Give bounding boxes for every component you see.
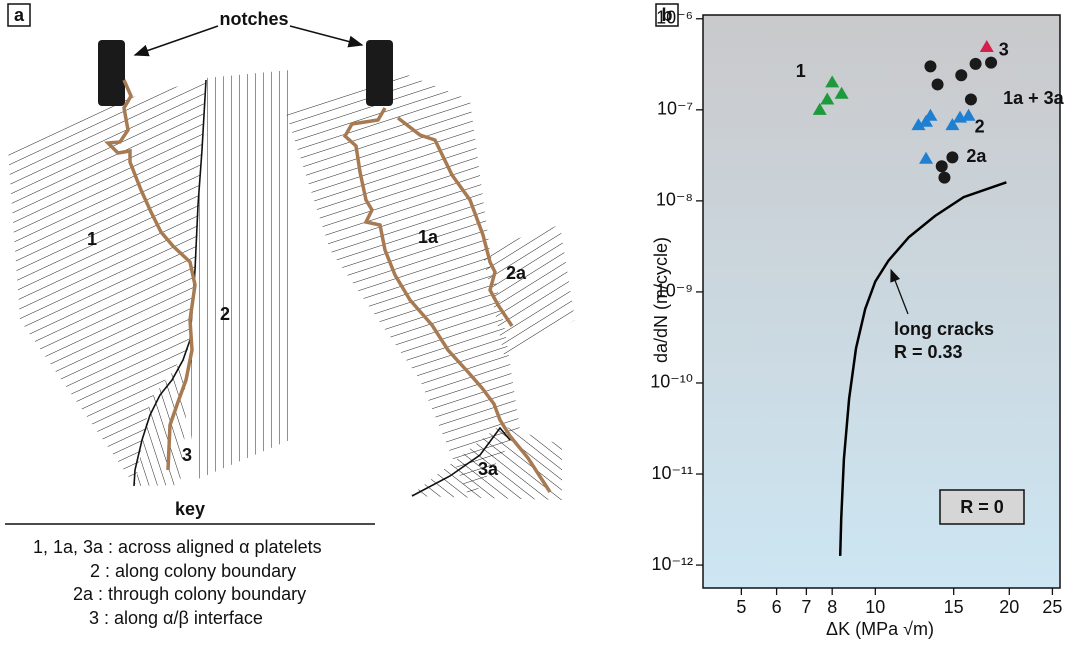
x-tick-label: 25 bbox=[1042, 597, 1062, 617]
x-tick-label: 6 bbox=[772, 597, 782, 617]
panel-a: a notches 1 2 3 1a 2a 3a key 1, 1a, 3a :… bbox=[5, 4, 575, 628]
circle-point bbox=[985, 57, 997, 69]
circle-point bbox=[924, 60, 936, 72]
notch bbox=[98, 40, 125, 106]
annotation: R = 0 bbox=[960, 497, 1004, 517]
key-row: 3 : along α/β interface bbox=[89, 608, 263, 628]
circle-point bbox=[932, 78, 944, 90]
y-tick-label: 10⁻⁷ bbox=[657, 99, 693, 119]
region-label: 2 bbox=[220, 304, 230, 324]
x-tick-label: 5 bbox=[736, 597, 746, 617]
circle-point bbox=[938, 172, 950, 184]
region-label: 2a bbox=[506, 263, 527, 283]
figure: a notches 1 2 3 1a 2a 3a key 1, 1a, 3a :… bbox=[0, 0, 1076, 642]
arrow bbox=[135, 26, 218, 55]
y-tick-label: 10⁻¹¹ bbox=[651, 463, 693, 483]
region-label: 3a bbox=[478, 459, 499, 479]
series-label: 1a + 3a bbox=[1003, 88, 1065, 108]
key-row: 2 : along colony boundary bbox=[90, 561, 296, 581]
x-tick-label: 7 bbox=[801, 597, 811, 617]
series-label: 2 bbox=[975, 117, 985, 137]
y-tick-label: 10⁻¹² bbox=[651, 554, 693, 574]
series-label: 1 bbox=[796, 61, 806, 81]
circle-point bbox=[970, 58, 982, 70]
circle-point bbox=[955, 69, 967, 81]
annotation: R = 0.33 bbox=[894, 342, 963, 362]
key-row: 2a : through colony boundary bbox=[73, 584, 306, 604]
circle-point bbox=[946, 151, 958, 163]
x-tick-label: 8 bbox=[827, 597, 837, 617]
circle-point bbox=[936, 160, 948, 172]
x-tick-label: 10 bbox=[865, 597, 885, 617]
panel-label: a bbox=[14, 5, 25, 25]
notch bbox=[366, 40, 393, 106]
series-label: 3 bbox=[999, 40, 1009, 60]
region-label: 1a bbox=[418, 227, 439, 247]
series-label: 2a bbox=[966, 146, 987, 166]
key-title: key bbox=[175, 499, 205, 519]
key-row: 1, 1a, 3a : across aligned α platelets bbox=[33, 537, 322, 557]
y-tick-label: 10⁻¹⁰ bbox=[650, 372, 693, 392]
region-label: 1 bbox=[87, 229, 97, 249]
y-tick-label: 10⁻⁸ bbox=[656, 190, 693, 210]
region-label: 3 bbox=[182, 445, 192, 465]
arrow bbox=[290, 26, 362, 45]
y-tick-label: 10⁻⁹ bbox=[656, 281, 693, 301]
y-tick-label: 10⁻⁶ bbox=[656, 8, 693, 28]
circle-point bbox=[965, 93, 977, 105]
annotation: long cracks bbox=[894, 319, 994, 339]
x-axis-title: ΔK (MPa √m) bbox=[826, 619, 934, 639]
panel-b: b ΔK (MPa √m) da/dN (m/cycle) R = 0 long… bbox=[650, 4, 1064, 639]
notches-label: notches bbox=[219, 9, 288, 29]
x-tick-label: 20 bbox=[999, 597, 1019, 617]
x-tick-label: 15 bbox=[944, 597, 964, 617]
